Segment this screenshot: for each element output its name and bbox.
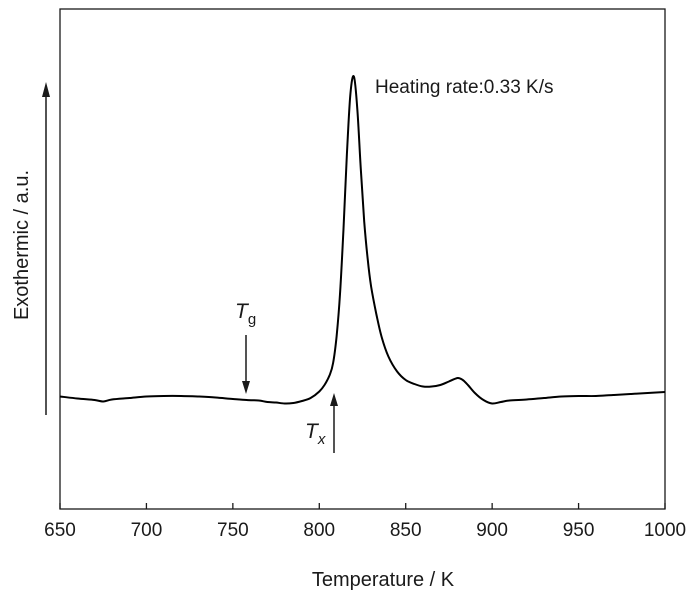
tx-label: Tx (305, 420, 326, 448)
x-ticks (59, 503, 666, 509)
exothermic-arrow-head (42, 82, 50, 97)
tx-marker: Tx (305, 393, 338, 453)
plot-frame (59, 8, 666, 510)
x-tick-label: 700 (131, 520, 163, 541)
x-tick-label: 1000 (644, 520, 686, 541)
x-axis-label: Temperature / K (312, 569, 455, 591)
x-tick-label: 650 (44, 520, 76, 541)
tx-subscript: x (317, 431, 326, 448)
tx-arrow-head (330, 393, 338, 406)
x-tick-label: 850 (390, 520, 422, 541)
tg-arrow-head (242, 381, 250, 394)
heating-rate-annotation: Heating rate:0.33 K/s (375, 77, 554, 98)
tg-subscript: g (248, 311, 256, 328)
tg-label: Tg (235, 300, 256, 328)
x-tick-label: 800 (303, 520, 335, 541)
x-tick-labels: 650 700 750 800 850 900 950 1000 (44, 520, 686, 541)
x-tick-label: 750 (217, 520, 249, 541)
y-axis-label: Exothermic / a.u. (11, 170, 33, 320)
x-tick-label: 950 (563, 520, 595, 541)
x-tick-label: 900 (476, 520, 508, 541)
tg-marker: Tg (235, 300, 256, 394)
dsc-curve (59, 75, 666, 405)
